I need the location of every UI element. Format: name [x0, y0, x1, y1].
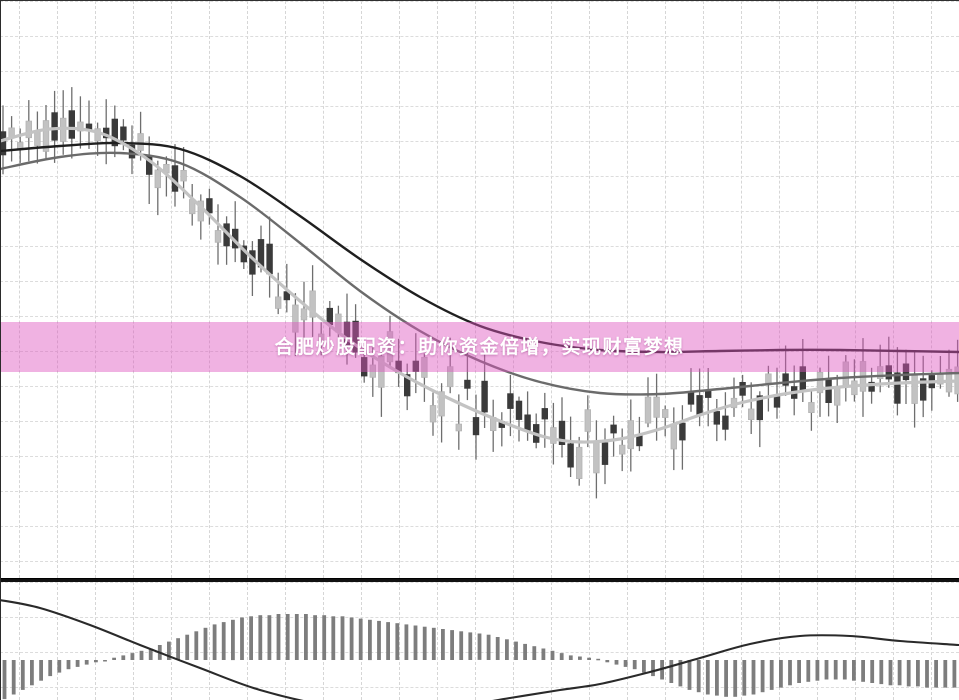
- panel-separator: [0, 578, 959, 582]
- candlestick-series: [0, 87, 959, 499]
- price-panel: [0, 1, 959, 578]
- macd-histogram: [0, 598, 959, 700]
- promo-banner: 合肥炒股配资：助你资金倍增，实现财富梦想: [0, 322, 959, 372]
- macd-panel: [0, 582, 959, 700]
- frame-top-edge: [0, 0, 959, 1]
- promo-banner-text: 合肥炒股配资：助你资金倍增，实现财富梦想: [274, 335, 685, 358]
- frame-left-edge: [0, 0, 1, 700]
